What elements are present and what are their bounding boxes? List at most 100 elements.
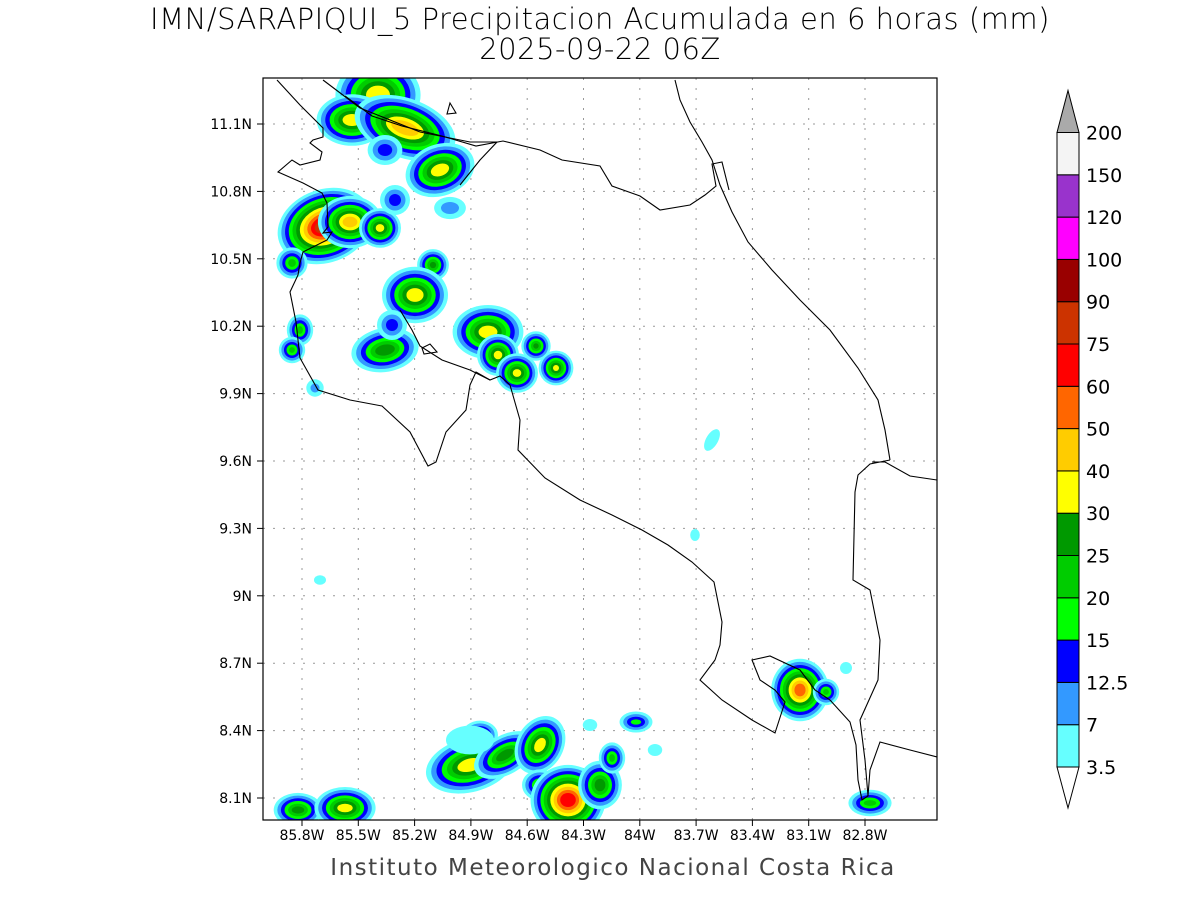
- precip-contour: [582, 719, 598, 731]
- lat-tick-label: 9.3N: [219, 521, 252, 537]
- precip-contour: [288, 259, 296, 267]
- precip-cell: [314, 575, 326, 585]
- lat-tick-label: 10.8N: [210, 184, 252, 200]
- colorbar-segment: [1056, 258, 1080, 303]
- precip-contour: [297, 326, 303, 334]
- colorbar-label: 30: [1086, 503, 1110, 525]
- island: [421, 343, 439, 355]
- lon-tick-label: 84.6W: [505, 828, 550, 844]
- precip-contour: [533, 343, 539, 349]
- precip-cell: [314, 787, 376, 820]
- precip-cell: [598, 742, 626, 774]
- precip-contour: [289, 347, 295, 353]
- lat-tick-label: 8.4N: [219, 724, 252, 740]
- colorbar-label: 3.5: [1086, 757, 1116, 779]
- precip-cell: [380, 185, 410, 215]
- grid-lines: [263, 78, 937, 820]
- lon-tick-label: 83.1W: [786, 828, 831, 844]
- lon-tick-label: 84.9W: [448, 828, 493, 844]
- precip-contour: [609, 754, 615, 762]
- map-frame: [262, 77, 938, 821]
- coastline-caribbean: [674, 79, 891, 461]
- precip-cell: [496, 353, 538, 393]
- colorbar-segment: [1056, 385, 1080, 430]
- precip-contour: [512, 369, 522, 377]
- lat-tick-label: 11.1N: [210, 117, 252, 133]
- precipitation-field: [273, 78, 892, 820]
- colorbar-segment: [1056, 470, 1080, 514]
- precip-contour: [429, 261, 437, 269]
- precip-contour: [441, 202, 459, 214]
- colorbar-label: 200: [1086, 123, 1122, 145]
- lat-tick-label: 9.9N: [219, 387, 252, 403]
- precip-cell: [306, 379, 324, 397]
- precip-cell: [704, 429, 720, 451]
- precip-cell: [514, 716, 566, 774]
- precip-contour: [291, 806, 305, 814]
- precip-cell: [840, 662, 852, 674]
- precip-contour: [630, 719, 642, 725]
- precip-cell: [382, 266, 448, 324]
- precip-cell: [276, 247, 308, 279]
- lat-tick-label: 8.1N: [219, 791, 252, 807]
- precip-contour: [647, 744, 663, 756]
- precip-contour: [534, 737, 546, 753]
- precip-contour: [823, 689, 829, 695]
- lake-shore: [322, 79, 499, 186]
- lat-tick-label: 10.2N: [210, 319, 252, 335]
- colorbar-label: 40: [1086, 461, 1110, 483]
- border-nicaragua: [344, 95, 730, 211]
- colorbar-label: 60: [1086, 376, 1110, 398]
- precip-cell: [647, 744, 663, 756]
- precip-cell: [690, 529, 700, 541]
- precip-contour: [704, 429, 720, 451]
- map-date: 2025-09-22 06Z: [479, 32, 721, 66]
- colorbar-segment: [1056, 681, 1080, 726]
- precip-cell: [351, 327, 419, 373]
- precip-cell: [405, 142, 475, 198]
- colorbar-label: 100: [1086, 249, 1122, 271]
- colorbar-label: 50: [1086, 419, 1110, 441]
- precip-contour: [377, 144, 393, 156]
- precip-cell: [812, 678, 840, 706]
- lat-tick-label: 9.6N: [219, 454, 252, 470]
- precip-cell: [377, 310, 407, 340]
- precip-contour: [375, 224, 385, 232]
- lon-tick-label: 82.8W: [842, 828, 887, 844]
- colorbar-segment: [1056, 597, 1080, 641]
- lon-tick-label: 85.8W: [279, 828, 324, 844]
- lon-tick-label: 84W: [624, 828, 656, 844]
- colorbar-segment: [1056, 512, 1080, 557]
- colorbar-label: 15: [1086, 630, 1110, 652]
- precip-cell: [367, 135, 403, 165]
- precip-cell: [619, 711, 653, 733]
- colorbar-segment: [1056, 555, 1080, 599]
- precip-cell: [446, 725, 494, 755]
- triangle-island: [446, 101, 457, 115]
- precip-contour: [690, 529, 700, 541]
- precip-contour: [560, 792, 576, 808]
- colorbar-under-triangle: [1056, 766, 1080, 810]
- colorbar-over-triangle: [1056, 88, 1080, 133]
- precip-contour: [840, 662, 852, 674]
- precip-cell: [538, 350, 574, 386]
- colorbar-segment: [1056, 132, 1080, 176]
- map-title: IMN/SARAPIQUI_5 Precipitacion Acumulada …: [150, 2, 1050, 36]
- precip-contour: [389, 194, 401, 206]
- precip-contour: [375, 344, 395, 356]
- precip-contour: [342, 216, 358, 228]
- precip-contour: [337, 803, 353, 813]
- lat-tick-label: 9N: [233, 589, 252, 605]
- lon-tick-label: 84.3W: [561, 828, 606, 844]
- colorbar-label: 75: [1086, 334, 1110, 356]
- precip-contour: [594, 778, 606, 792]
- precip-contour: [794, 683, 806, 697]
- precip-contour: [391, 120, 419, 136]
- precip-contour: [314, 575, 326, 585]
- colorbar-segment: [1056, 724, 1080, 768]
- precip-cell: [521, 331, 551, 361]
- precip-cell: [434, 196, 466, 220]
- lon-tick-label: 83.4W: [730, 828, 775, 844]
- precip-cell: [582, 719, 598, 731]
